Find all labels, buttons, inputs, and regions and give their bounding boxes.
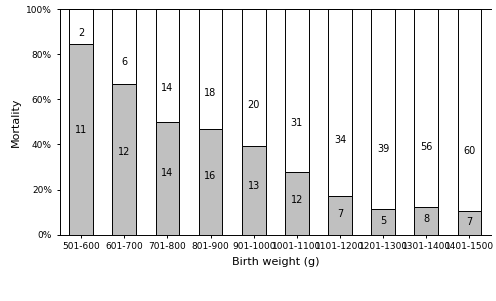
Text: 7: 7 (466, 217, 473, 227)
Text: 12: 12 (118, 147, 130, 157)
Text: 60: 60 (463, 146, 476, 156)
Text: 6: 6 (121, 57, 127, 67)
Bar (199, 129, 222, 235)
X-axis label: Birth weight (g): Birth weight (g) (232, 257, 319, 267)
Text: 20: 20 (248, 100, 260, 110)
Text: 18: 18 (204, 88, 217, 98)
Bar (242, 9, 265, 146)
Text: 7: 7 (337, 209, 343, 219)
Text: 13: 13 (248, 181, 260, 191)
Bar (69, 9, 93, 44)
Bar (113, 84, 136, 235)
Bar (328, 196, 352, 235)
Bar (242, 146, 265, 235)
Text: 11: 11 (75, 125, 87, 135)
Bar (458, 211, 481, 235)
Text: 31: 31 (291, 118, 303, 128)
Text: 12: 12 (291, 195, 303, 205)
Bar (458, 9, 481, 211)
Text: 34: 34 (334, 135, 346, 145)
Bar (285, 9, 309, 172)
Bar (113, 9, 136, 84)
Bar (372, 9, 395, 209)
Text: 14: 14 (161, 168, 174, 178)
Bar (199, 9, 222, 129)
Bar (328, 9, 352, 196)
Bar (69, 44, 93, 235)
Text: 14: 14 (161, 83, 174, 93)
Text: 5: 5 (380, 216, 386, 226)
Bar (156, 9, 179, 122)
Bar (415, 9, 438, 206)
Bar (372, 209, 395, 235)
Text: 39: 39 (377, 144, 389, 154)
Bar (285, 172, 309, 235)
Text: 56: 56 (420, 142, 433, 152)
Text: 2: 2 (78, 28, 84, 38)
Bar (156, 122, 179, 235)
Text: 8: 8 (423, 214, 430, 224)
Y-axis label: Mortality: Mortality (10, 97, 20, 147)
Text: 16: 16 (204, 171, 217, 181)
Bar (415, 206, 438, 235)
